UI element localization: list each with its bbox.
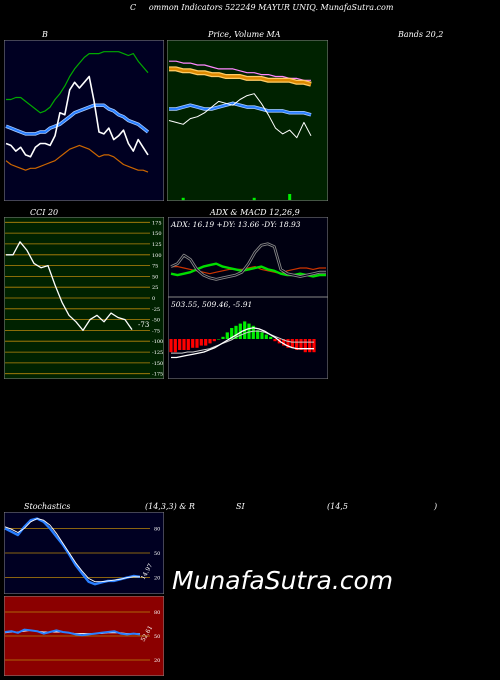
macd-histogram-bar bbox=[260, 332, 264, 339]
cci-tick-label: -150 bbox=[152, 361, 163, 367]
macd-histogram-bar bbox=[230, 328, 234, 339]
bollinger-title: B bbox=[42, 30, 48, 39]
rsi-params: (14,5 bbox=[327, 502, 348, 511]
cci-tick-label: 175 bbox=[152, 220, 162, 226]
macd-histogram-bar bbox=[178, 339, 182, 350]
macd-histogram-bar bbox=[199, 339, 203, 346]
stoch-tick-label: 20 bbox=[154, 576, 160, 582]
rsi-close: ) bbox=[434, 502, 438, 511]
upper-band-line bbox=[6, 51, 149, 114]
macd-histogram-bar bbox=[238, 323, 242, 339]
stoch-params: (14,3,3) & R bbox=[145, 502, 195, 511]
adx-macd-title: ADX & MACD 12,26,9 bbox=[210, 208, 300, 217]
cci-line bbox=[6, 241, 133, 332]
macd-histogram-bar bbox=[256, 330, 260, 339]
macd-histogram-bar bbox=[273, 339, 277, 342]
macd-histogram-bar bbox=[186, 339, 190, 350]
macd-histogram-bar bbox=[299, 339, 303, 350]
macd-readout: 503.55, 509.46, -5.91 bbox=[171, 300, 252, 309]
volume-bar bbox=[288, 194, 292, 200]
price-line bbox=[5, 75, 149, 158]
macd-histogram-bar bbox=[182, 339, 186, 350]
macd-histogram-bar bbox=[169, 339, 173, 353]
macd-histogram-bar bbox=[195, 339, 199, 348]
cci-tick-label: -25 bbox=[152, 307, 160, 313]
rsi-title: SI bbox=[236, 502, 245, 511]
adx-readout: ADX: 16.19 +DY: 13.66 -DY: 18.93 bbox=[170, 220, 301, 229]
cci-tick-label: -75 bbox=[152, 328, 160, 334]
cci-title: CCI 20 bbox=[30, 208, 59, 217]
rsi-tick-label: 20 bbox=[154, 658, 160, 664]
cci-tick-label: 50 bbox=[152, 274, 158, 280]
stoch-tick-label: 80 bbox=[154, 526, 160, 532]
volume-bar bbox=[252, 197, 256, 201]
cci-value-label: -73 bbox=[138, 321, 149, 329]
cci-tick-label: 75 bbox=[152, 264, 158, 270]
macd-histogram-bar bbox=[269, 336, 273, 339]
macd-histogram-bar bbox=[212, 339, 216, 342]
adx-line-inner bbox=[170, 243, 326, 280]
macd-signal-line bbox=[171, 330, 314, 354]
page-title-text: ommon Indicators 522249 MAYUR UNIQ. Muna… bbox=[148, 3, 394, 12]
stoch-tick-label: 50 bbox=[154, 551, 160, 557]
lower-band-line bbox=[5, 144, 149, 173]
price-line bbox=[168, 93, 312, 139]
adx-chart: ADX: 16.19 +DY: 13.66 -DY: 18.93 bbox=[168, 217, 328, 297]
stoch-title: Stochastics bbox=[24, 502, 71, 511]
price-volume-background bbox=[167, 40, 328, 201]
macd-histogram-bar bbox=[204, 339, 208, 346]
rsi-tick-label: 50 bbox=[154, 634, 160, 640]
macd-histogram-bar bbox=[225, 332, 229, 339]
cci-tick-label: 150 bbox=[152, 231, 162, 237]
macd-histogram-bar bbox=[221, 336, 225, 339]
cci-tick-label: 0 bbox=[152, 296, 155, 302]
bollinger-chart bbox=[4, 40, 164, 201]
rsi-line bbox=[4, 628, 141, 637]
rsi-tick-label: 80 bbox=[154, 610, 160, 616]
macd-histogram-bar bbox=[282, 339, 286, 346]
macd-histogram-bar bbox=[308, 339, 312, 353]
macd-histogram-bar bbox=[251, 325, 255, 339]
macd-histogram-bar bbox=[234, 325, 238, 339]
page-title: C ommon Indicators 522249 MAYUR UNIQ. Mu… bbox=[130, 3, 393, 12]
cci-tick-label: 125 bbox=[152, 242, 162, 248]
macd-histogram-bar bbox=[208, 339, 212, 344]
ma-pink-line bbox=[169, 60, 311, 81]
page-title-c: C bbox=[130, 3, 137, 12]
macd-histogram-bar bbox=[264, 334, 268, 339]
macd-histogram-bar bbox=[191, 339, 195, 348]
macd-histogram-bar bbox=[303, 339, 307, 353]
macd-chart: 503.55, 509.46, -5.91 bbox=[168, 297, 328, 379]
cci-tick-label: 25 bbox=[152, 285, 158, 291]
macd-histogram-bar bbox=[217, 339, 221, 340]
middle-band-line bbox=[5, 104, 149, 135]
cci-tick-label: -100 bbox=[152, 339, 163, 345]
ma-blue-line bbox=[169, 102, 312, 116]
stoch-d-line bbox=[4, 518, 140, 583]
price-volume-chart bbox=[167, 40, 328, 201]
cci-tick-label: -50 bbox=[152, 318, 160, 324]
macd-histogram-bar bbox=[295, 339, 299, 350]
cci-tick-label: 100 bbox=[152, 253, 162, 259]
price-volume-title: Price, Volume MA bbox=[208, 30, 281, 39]
bollinger-background bbox=[4, 40, 164, 201]
bands-title: Bands 20,2 bbox=[398, 30, 444, 39]
macd-histogram-bar bbox=[173, 339, 177, 353]
macd-histogram-bar bbox=[312, 339, 316, 353]
watermark: MunafaSutra.com bbox=[172, 566, 394, 595]
ma-orange-line bbox=[169, 67, 312, 86]
volume-bar bbox=[181, 197, 185, 201]
adx-background bbox=[168, 217, 328, 297]
macd-histogram-bar bbox=[286, 339, 290, 348]
macd-histogram-bar bbox=[247, 323, 251, 339]
macd-histogram-bar bbox=[290, 339, 294, 348]
cci-tick-label: -125 bbox=[152, 350, 163, 356]
macd-line bbox=[171, 327, 314, 359]
cci-chart: 175 150 125 100 75 50 25 0 -25 -50 -75 -100 -125 -150… bbox=[4, 217, 164, 379]
cci-tick-label: -175 bbox=[152, 372, 163, 378]
